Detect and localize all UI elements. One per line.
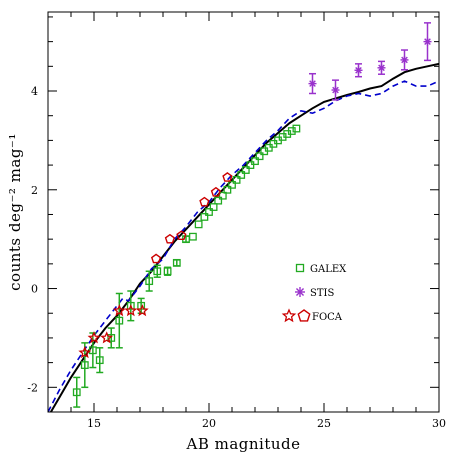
galex-point xyxy=(88,346,97,355)
y-tick-label: 4 xyxy=(31,85,38,98)
y-tick-label: 0 xyxy=(31,283,38,296)
galex-point xyxy=(188,232,197,241)
foca-point xyxy=(164,233,176,244)
legend-item-stis: STIS xyxy=(295,287,334,299)
foca-point xyxy=(100,331,114,344)
galex-point xyxy=(172,258,181,267)
legend-galex-marker xyxy=(295,263,305,273)
x-axis-label: AB magnitude xyxy=(185,435,300,453)
galex-point xyxy=(228,180,236,189)
galex-point xyxy=(107,334,116,342)
axis-ticks: 15 20 25 30 -2 0 2 4 xyxy=(27,12,446,430)
model-curves xyxy=(48,62,439,412)
galex-point xyxy=(200,213,209,221)
x-tick-label: 30 xyxy=(432,417,446,430)
legend-stis-marker xyxy=(295,287,305,297)
series-foca xyxy=(78,172,233,359)
foca-point xyxy=(150,253,162,264)
foca-point xyxy=(135,304,149,317)
asterisk-stroke xyxy=(309,80,316,87)
foca-point xyxy=(222,172,233,182)
legend-foca-pentagon xyxy=(297,309,311,322)
y-tick-label: 2 xyxy=(31,184,38,197)
asterisk-stroke xyxy=(378,64,385,72)
foca-point xyxy=(124,304,138,317)
galex-point xyxy=(209,203,218,211)
model-curve-dashed xyxy=(48,80,439,412)
asterisk-stroke xyxy=(424,38,431,45)
galex-point xyxy=(218,191,227,200)
y-tick-label: -2 xyxy=(27,381,38,394)
stis-point xyxy=(308,79,317,88)
galex-point xyxy=(292,124,301,133)
galex-point xyxy=(153,267,162,276)
galex-point xyxy=(80,361,89,369)
asterisk-stroke xyxy=(401,56,408,64)
legend-item-galex: GALEX xyxy=(295,263,347,275)
foca-point xyxy=(199,196,210,207)
legend-label: STIS xyxy=(310,288,334,299)
legend-label: FOCA xyxy=(312,312,343,323)
legend-label: GALEX xyxy=(310,264,347,275)
asterisk-stroke xyxy=(295,287,305,297)
galex-point xyxy=(95,356,104,365)
series-galex xyxy=(72,124,301,408)
galex-point xyxy=(115,316,124,325)
galex-point xyxy=(255,152,264,161)
model-curve-solid xyxy=(49,62,439,412)
galex-point xyxy=(145,277,154,286)
galex-point xyxy=(214,196,223,205)
stis-point xyxy=(423,37,432,46)
galex-point xyxy=(126,301,135,310)
foca-point xyxy=(176,230,187,241)
galex-point xyxy=(241,166,250,174)
galex-point xyxy=(223,185,232,194)
asterisk-stroke xyxy=(332,86,339,94)
galex-point xyxy=(205,208,213,216)
galex-point xyxy=(251,157,259,166)
legend-item-foca: FOCA xyxy=(281,308,343,323)
galex-point xyxy=(264,143,273,152)
galex-point xyxy=(194,220,203,229)
asterisk-stroke xyxy=(355,66,362,74)
x-tick-label: 25 xyxy=(317,417,331,430)
foca-point xyxy=(87,331,101,344)
galex-point xyxy=(232,176,241,184)
galex-point xyxy=(246,161,255,169)
plot-frame xyxy=(47,11,440,413)
x-tick-label: 15 xyxy=(87,417,101,430)
y-axis-label: counts deg⁻² mag⁻¹ xyxy=(6,133,24,291)
stis-point xyxy=(400,55,409,64)
series-stis xyxy=(308,22,432,101)
galex-point xyxy=(287,127,296,135)
foca-point xyxy=(210,186,222,197)
stis-point xyxy=(377,63,386,72)
legend-foca-star xyxy=(281,308,297,323)
galex-point xyxy=(72,388,81,397)
galex-point xyxy=(163,267,172,276)
x-tick-label: 20 xyxy=(202,417,216,430)
data-points xyxy=(72,22,432,408)
foca-point xyxy=(112,304,126,317)
legend: GALEX STIS FOCA xyxy=(281,263,347,323)
stis-point xyxy=(354,66,363,75)
galex-point xyxy=(237,171,246,179)
stis-point xyxy=(331,86,340,95)
foca-point xyxy=(78,345,92,359)
